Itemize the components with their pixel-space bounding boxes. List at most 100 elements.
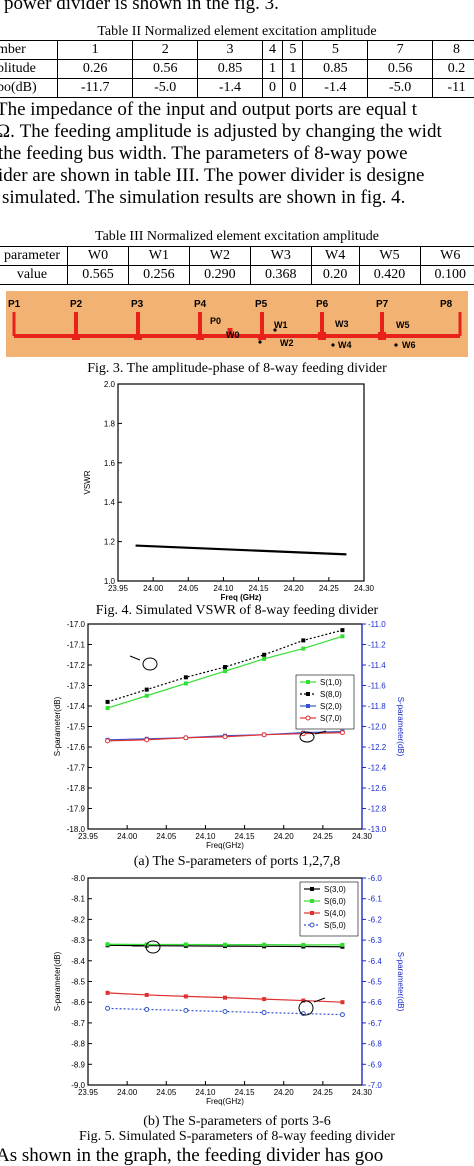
y2-tick-label: -12.6 [368,784,387,793]
data-point [183,1007,189,1013]
feed-junction [72,334,80,340]
data-point [261,732,267,738]
table-cell: 0.85 [302,59,368,79]
width-label: W0 [226,330,240,340]
y-tick-label: -17.0 [67,620,86,629]
y2-tick-label: -11.4 [368,661,386,670]
y2-tick-label: -7.0 [368,1081,382,1090]
marker-dot [394,343,398,347]
table-cell: W5 [358,246,420,266]
table-cell: W2 [188,246,251,266]
marker-dot [331,343,335,347]
annotation-arrow [313,997,326,1003]
y-tick-label: -9.0 [71,1081,85,1090]
data-point [301,998,306,1003]
port-label: P3 [131,299,144,310]
figure-caption: Fig. 4. Simulated VSWR of 8-way feeding … [95,603,379,618]
y2-tick-label: -11.8 [368,702,386,711]
y-tick-label: -17.8 [67,784,86,793]
table-cell: 3 [197,40,263,60]
table-cell: 1 [261,59,283,79]
table-row: parameter W0 W1 W2 W3 W4 W5 W6 [0,246,474,266]
legend-swatch-marker [310,911,314,915]
table-cell: plitude [0,59,58,79]
series-line [135,544,347,556]
y-tick-label: -18.0 [67,825,86,834]
x-tick-label: 24.10 [195,1088,216,1097]
x-tick-label: 24.25 [319,584,340,593]
x-tick-label: 24.00 [117,832,138,841]
legend-swatch-marker [309,922,315,928]
table-cell: 0 [261,78,283,98]
table-cell: 0.26 [56,59,133,79]
y-tick-label: -8.4 [71,957,85,966]
body-text-line: As shown in the graph, the feeding divid… [0,1145,384,1166]
y-tick-label: 1.6 [104,459,116,468]
table-cell: W1 [127,246,190,266]
y-tick-label: -17.7 [67,764,86,773]
table-cell: -1.4 [197,78,263,98]
legend-entry-label: S(4,0) [324,909,346,918]
y-tick-label: -8.9 [71,1060,85,1069]
y-tick-label: -17.3 [67,682,86,691]
table-cell: 1 [56,40,133,60]
x-axis-label: Freq(GHz) [206,1097,244,1106]
data-point [183,942,188,947]
annotation-circle [145,940,161,954]
legend-swatch-marker [310,899,314,903]
y2-tick-label: -11.6 [368,682,386,691]
table-cell: -11.7 [56,78,133,98]
data-point [340,1000,345,1005]
feed-junction [318,332,326,340]
port-label: P6 [316,299,329,310]
marker-dot [258,340,262,344]
legend-box [295,674,355,730]
legend-entry-label: S(8,0) [320,690,342,699]
table-cell: 0.290 [188,265,251,285]
x-tick-label: 24.05 [156,832,177,841]
body-text-line: simulated. The simulation results are sh… [2,187,406,208]
y2-tick-label: -6.6 [368,998,382,1007]
y-tick-label: -8.8 [71,1040,85,1049]
data-point [339,730,345,736]
data-point [340,628,345,633]
table-row: mber 1 2 3 4 5 5 7 8 [0,40,474,60]
y2-tick-label: -12.2 [368,743,387,752]
y2-tick-label: -11.2 [368,641,386,650]
data-point [183,681,188,686]
data-point [105,699,110,704]
y-tick-label: 1.4 [104,498,116,507]
y-axis-label: VSWR [83,470,92,494]
port-label: P0 [210,316,221,326]
port-label: P7 [376,299,389,310]
port-label: P5 [255,299,268,310]
table-cell: 4 [261,40,283,60]
table-cell: 0.420 [358,265,420,285]
table-cell: 0.256 [127,265,190,285]
body-text-line: the feeding bus width. The parameters of… [0,143,408,164]
x-tick-label: 24.15 [235,1088,256,1097]
y2-tick-label: -12.0 [368,723,387,732]
x-tick-label: 24.15 [249,584,270,593]
data-point [262,942,267,947]
legend-swatch-marker [305,715,311,721]
annotation-arrow [314,730,327,735]
y-tick-label: -8.3 [71,936,85,945]
y2-tick-label: -6.3 [368,936,382,945]
x-tick-label: 23.95 [78,832,99,841]
table-cell: 0.85 [197,59,263,79]
table-cell: -5.0 [367,78,433,98]
table-cell: po(dB) [0,78,58,98]
x-axis-label: Freq (GHz) [221,593,262,602]
table-cell: 2 [132,40,198,60]
feed-junction [196,334,204,340]
table-cell: 0.56 [132,59,198,79]
table-cell: 5 [302,40,368,60]
body-text-line: The impedance of the input and output po… [0,99,418,120]
y-tick-label: -8.2 [71,915,85,924]
table-cell: parameter [0,246,68,266]
y2-tick-label: -6.9 [368,1060,382,1069]
table-row: po(dB) -11.7 -5.0 -1.4 0 0 -1.4 -5.0 -11 [0,78,474,98]
y-tick-label: 1.0 [104,577,116,586]
x-tick-label: 24.30 [352,1088,373,1097]
